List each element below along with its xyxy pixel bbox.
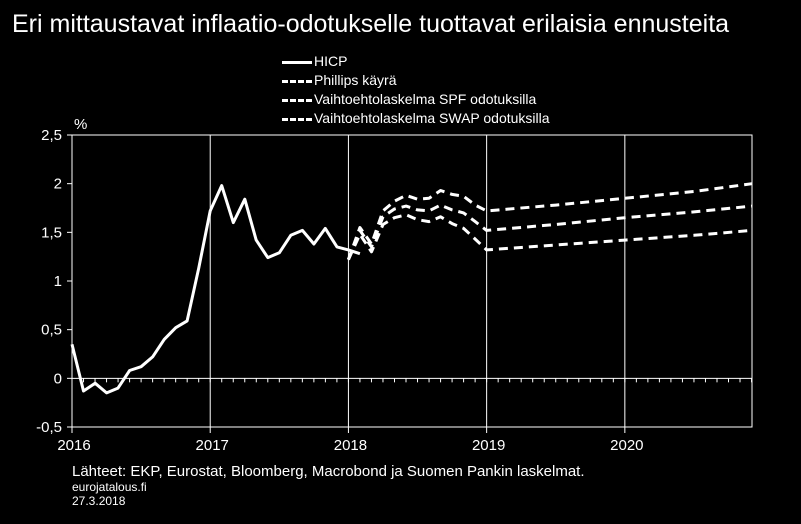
y-tick-label: -0,5	[36, 419, 62, 436]
x-axis: 2016 2017 2018 2019 2020	[57, 135, 644, 454]
zero-line-group	[71, 377, 753, 383]
legend-label: Vaihtoehtolaskelma SPF odotuksilla	[314, 91, 537, 107]
chart-title: Eri mittaustavat inflaatio-odotukselle t…	[12, 10, 730, 38]
source-note: Lähteet: EKP, Eurostat, Bloomberg, Macro…	[72, 463, 585, 480]
plot-frame	[71, 134, 753, 428]
series-line-3	[347, 213, 753, 261]
x-tick-label: 2018	[334, 437, 367, 454]
y-tick-label: 2,5	[41, 127, 62, 144]
y-tick-label: 0,5	[41, 322, 62, 339]
x-tick-label: 2017	[196, 437, 229, 454]
y-axis: -0,5 0 0,5 1 1,5 2 2,5	[36, 127, 72, 436]
publication-date: 27.3.2018	[72, 494, 126, 508]
legend-swatch-solid	[282, 61, 312, 64]
legend-label: Phillips käyrä	[314, 72, 397, 88]
y-tick-label: 1,5	[41, 224, 62, 241]
y-tick-label: 1	[54, 273, 62, 290]
legend-swatch-dashed	[282, 99, 312, 102]
y-tick-label: 2	[54, 176, 62, 193]
series-line-1	[346, 182, 753, 261]
x-tick-label: 2020	[610, 437, 643, 454]
chart-footer: Lähteet: EKP, Eurostat, Bloomberg, Macro…	[72, 463, 585, 508]
y-tick-label: 0	[54, 370, 62, 387]
x-tick-label: 2019	[472, 437, 505, 454]
legend-label: HICP	[314, 53, 348, 69]
series-group	[70, 182, 753, 395]
legend-swatch-dashed	[282, 118, 312, 121]
series-line-0	[70, 184, 361, 395]
series-line-2	[347, 203, 753, 261]
legend-swatch-dashed	[282, 80, 312, 83]
y-axis-unit-label: %	[74, 116, 88, 133]
x-tick-label: 2016	[57, 437, 90, 454]
site-name: eurojatalous.fi	[72, 480, 147, 494]
legend-label: Vaihtoehtolaskelma SWAP odotuksilla	[314, 110, 550, 126]
